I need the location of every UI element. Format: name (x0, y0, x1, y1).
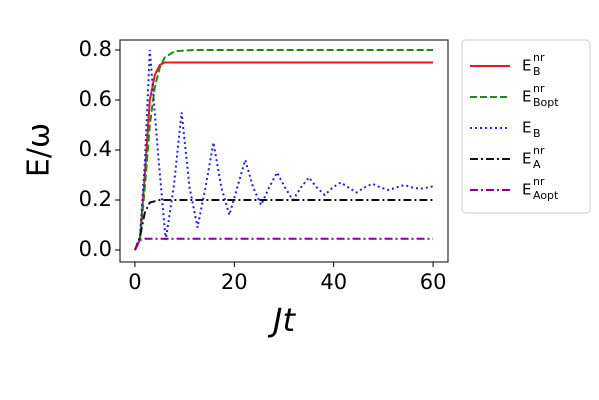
legend-sup: nr (533, 144, 545, 157)
legend-sub: Bopt (533, 96, 559, 109)
legend-sub: B (533, 65, 541, 78)
legend-sub: A (533, 158, 541, 171)
series-line (134, 61, 434, 251)
y-axis-label: E/ω (22, 123, 57, 177)
legend-sup: nr (533, 51, 545, 64)
legend-name: E (522, 150, 531, 168)
series-line (134, 49, 434, 251)
x-tick-label: 60 (420, 270, 447, 294)
series-line (134, 237, 434, 251)
y-tick-label: 0.8 (79, 37, 112, 61)
y-tick-label: 0.6 (79, 87, 112, 111)
x-tick-label: 0 (128, 270, 141, 294)
legend-name: E (522, 57, 531, 75)
legend-sub: B (533, 127, 541, 140)
legend-sub: Aopt (533, 189, 559, 202)
x-tick-label: 40 (320, 270, 347, 294)
legend-name: E (522, 119, 531, 137)
y-tick-label: 0.0 (79, 237, 112, 261)
y-tick-label: 0.4 (79, 137, 112, 161)
legend-box (461, 39, 591, 214)
legend-name: E (522, 88, 531, 106)
legend-name: E (522, 181, 531, 199)
legend-sup: nr (533, 175, 545, 188)
series-line (133, 49, 434, 251)
x-tick-label: 20 (221, 270, 248, 294)
series-line (133, 199, 434, 251)
x-axis-label: Jt (267, 301, 296, 339)
legend-sup: nr (533, 82, 545, 95)
plot-area (119, 39, 449, 263)
y-tick-label: 0.2 (79, 187, 112, 211)
